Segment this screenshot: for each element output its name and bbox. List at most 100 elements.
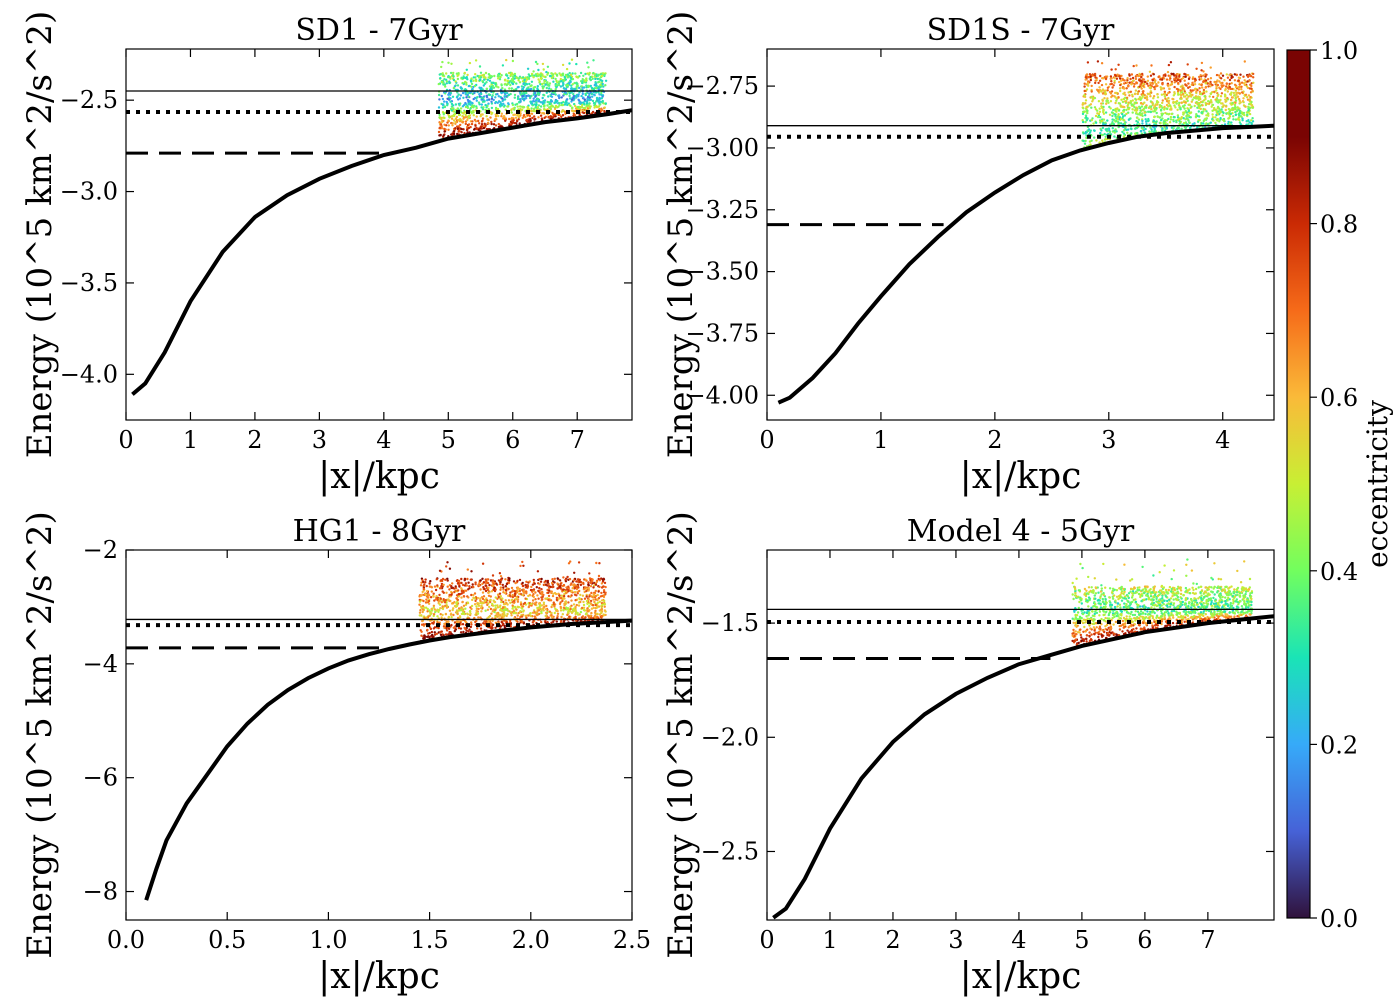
scatter-point [1169, 83, 1172, 87]
scatter-point [574, 599, 577, 602]
y-axis-label: Energy (10^5 km^2/s^2) [661, 11, 701, 459]
scatter-point [447, 119, 450, 123]
scatter-point [443, 626, 446, 630]
scatter-point [462, 595, 466, 598]
scatter-point [1168, 121, 1172, 124]
scatter-point [1083, 142, 1087, 145]
scatter-point [499, 625, 502, 628]
scatter-point [476, 612, 480, 615]
scatter-point [479, 579, 482, 582]
scatter-point [447, 61, 450, 64]
scatter-point [601, 109, 604, 112]
scatter-point [1246, 113, 1249, 117]
scatter-point [510, 108, 513, 111]
scatter-point [1207, 85, 1210, 88]
scatter-point [532, 93, 536, 96]
scatter-point [1213, 90, 1216, 94]
scatter-point [497, 595, 500, 599]
scatter-point [589, 84, 592, 88]
scatter-point [1178, 101, 1181, 105]
scatter-point [504, 599, 507, 602]
scatter-point [1129, 99, 1133, 103]
scatter-point [596, 612, 599, 616]
scatter-point [1190, 95, 1193, 98]
scatter-point [481, 582, 484, 586]
scatter-point [1107, 101, 1110, 105]
scatter-point [1167, 117, 1170, 121]
scatter-point [519, 602, 523, 606]
scatter-point [1082, 139, 1085, 143]
scatter-point [559, 80, 562, 83]
scatter-point [520, 615, 524, 618]
scatter-point [1100, 83, 1104, 87]
scatter-point [481, 562, 485, 565]
scatter-point [470, 570, 473, 573]
scatter-point [480, 127, 483, 130]
scatter-point [434, 598, 438, 601]
scatter-point [1182, 76, 1185, 80]
scatter-point [1125, 112, 1128, 116]
scatter-point [490, 106, 494, 110]
scatter-point [1167, 63, 1171, 67]
scatter-point [464, 111, 467, 114]
scatter-point [470, 105, 474, 109]
scatter-point [1216, 79, 1219, 82]
scatter-point [1139, 129, 1143, 133]
scatter-point [1155, 83, 1158, 86]
scatter-point [1189, 89, 1192, 92]
scatter-point [475, 126, 478, 130]
scatter-point [445, 72, 448, 75]
scatter-point [446, 585, 449, 588]
scatter-point [491, 574, 495, 577]
scatter-point [596, 598, 599, 601]
scatter-point [1126, 78, 1129, 82]
scatter-point [1220, 108, 1223, 111]
scatter-point [451, 582, 454, 585]
scatter-point [516, 614, 519, 617]
scatter-point [499, 575, 503, 578]
scatter-point [464, 105, 468, 109]
scatter-point [1198, 106, 1201, 110]
scatter-point [555, 73, 559, 76]
scatter-point [592, 598, 595, 601]
scatter-point [454, 589, 457, 593]
scatter-point [1145, 106, 1148, 109]
scatter-point [461, 91, 465, 95]
scatter-point [591, 99, 595, 103]
scatter-point [456, 598, 460, 602]
scatter-point [1241, 112, 1244, 116]
scatter-point [454, 103, 458, 106]
scatter-point [483, 82, 487, 85]
scatter-point [535, 101, 538, 104]
scatter-point [1252, 81, 1255, 85]
scatter-point [1205, 90, 1208, 93]
scatter-point [476, 601, 479, 605]
scatter-point [585, 100, 589, 104]
scatter-point [502, 606, 505, 609]
scatter-point [528, 74, 531, 78]
scatter-point [1162, 74, 1166, 77]
scatter-point [1191, 93, 1194, 97]
scatter-point [1187, 95, 1190, 98]
scatter-point [1111, 118, 1114, 121]
scatter-point [1223, 79, 1226, 82]
scatter-point [1116, 117, 1120, 121]
scatter-point [1236, 91, 1240, 95]
scatter-point [603, 599, 606, 603]
scatter-point [1123, 82, 1126, 85]
scatter-point [566, 84, 570, 87]
scatter-point [1224, 94, 1227, 97]
scatter-point [523, 78, 526, 82]
x-tick-label: 4 [1215, 426, 1230, 454]
scatter-point [1166, 70, 1170, 74]
scatter-point [1123, 79, 1126, 82]
scatter-point [513, 594, 517, 598]
scatter-point [494, 124, 498, 127]
scatter-point [549, 599, 553, 602]
scatter-point [489, 598, 492, 602]
scatter-point [597, 574, 601, 578]
scatter-point [1131, 76, 1135, 80]
scatter-point [1128, 117, 1131, 121]
scatter-point [1127, 111, 1130, 114]
scatter-point [557, 83, 561, 87]
